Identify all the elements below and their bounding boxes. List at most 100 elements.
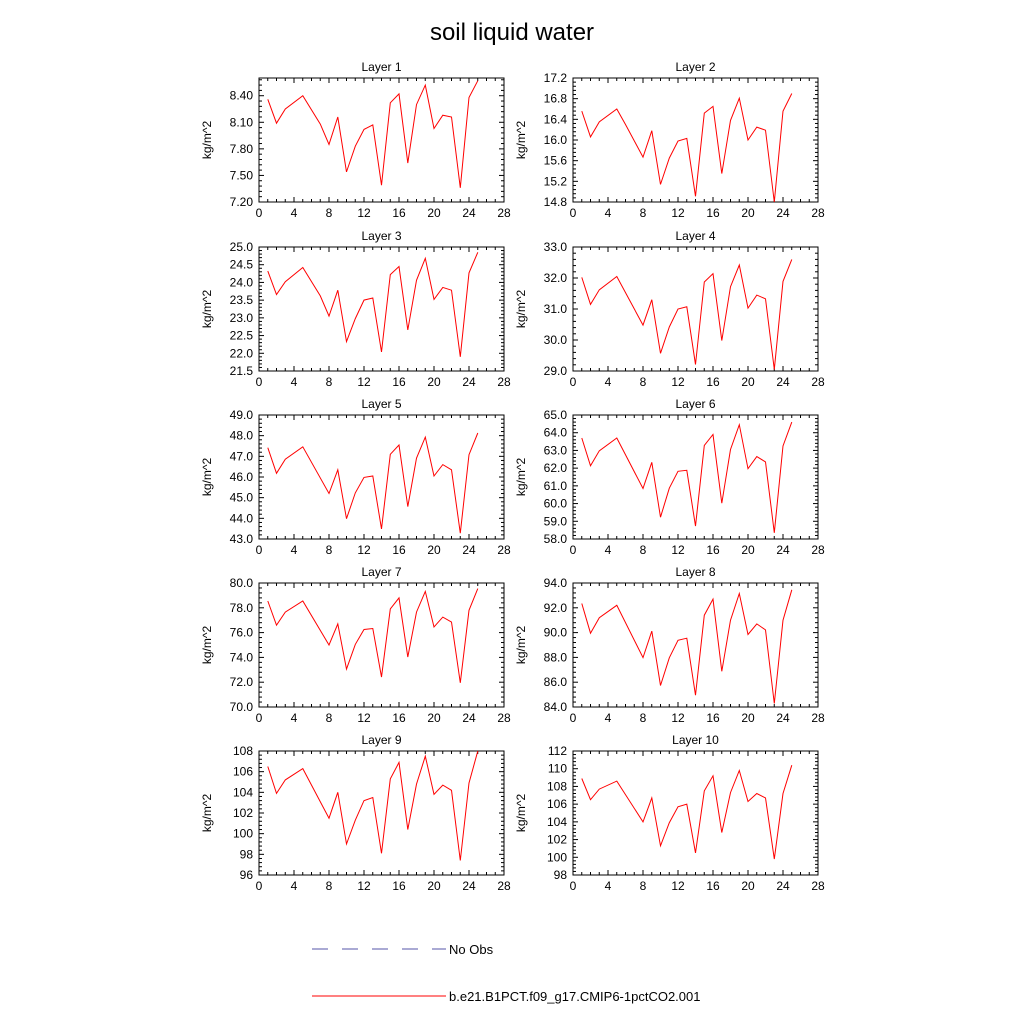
x-tick-label: 16: [706, 206, 720, 220]
panel-grid: Layer 10 4 8 12 16 20 24 287.207.507.808.108.40…: [200, 60, 825, 893]
y-tick-label: 14.8: [544, 195, 568, 209]
x-tick-label: 12: [671, 206, 685, 220]
y-tick-label: 16.4: [544, 112, 568, 126]
x-tick-label: 24: [462, 543, 476, 557]
x-tick-label: 16: [706, 879, 720, 893]
x-tick-label: 8: [326, 543, 333, 557]
y-tick-label: 94.0: [544, 576, 568, 590]
x-tick-label: 0: [256, 711, 263, 725]
x-tick-label: 24: [776, 711, 790, 725]
y-axis-label: kg/m^2: [514, 290, 528, 329]
series-line: [581, 589, 793, 704]
x-tick-label: 24: [462, 879, 476, 893]
y-tick-label: 23.0: [230, 311, 254, 325]
y-tick-label: 15.2: [544, 174, 568, 188]
y-tick-label: 23.5: [230, 293, 254, 307]
y-tick-label: 62.0: [544, 461, 568, 475]
y-tick-label: 98: [554, 868, 568, 882]
x-tick-label: 24: [776, 375, 790, 389]
y-tick-label: 49.0: [230, 408, 254, 422]
y-tick-label: 64.0: [544, 426, 568, 440]
x-tick-label: 24: [776, 879, 790, 893]
series-line: [581, 259, 793, 370]
series-line: [267, 750, 479, 861]
x-tick-label: 20: [427, 206, 441, 220]
x-tick-label: 28: [497, 711, 511, 725]
y-tick-label: 48.0: [230, 429, 254, 443]
y-tick-label: 88.0: [544, 650, 568, 664]
y-tick-label: 100: [233, 827, 253, 841]
x-tick-label: 20: [741, 879, 755, 893]
panel-layer-10: Layer 10 0 4 8 12 16 20 24 28 98 100 102 104 106 108 11…: [514, 733, 825, 893]
y-tick-label: 29.0: [544, 364, 568, 378]
x-tick-label: 4: [605, 543, 612, 557]
x-tick-label: 28: [811, 879, 825, 893]
x-tick-label: 20: [741, 543, 755, 557]
y-tick-label: 106: [233, 765, 253, 779]
x-tick-label: 28: [497, 543, 511, 557]
y-tick-label: 74.0: [230, 650, 254, 664]
y-tick-label: 25.0: [230, 240, 254, 254]
y-tick-label: 86.0: [544, 675, 568, 689]
x-tick-label: 20: [741, 206, 755, 220]
x-tick-label: 4: [291, 206, 298, 220]
legend-label: b.e21.B1PCT.f09_g17.CMIP6-1pctCO2.001: [449, 989, 700, 1004]
x-tick-label: 16: [392, 375, 406, 389]
y-axis-label: kg/m^2: [200, 290, 214, 329]
panel-layer-1: Layer 1 0 4 8 12 16 20 24 28 7.20 7.50 7.80 8.10 8.40…: [200, 60, 511, 220]
y-tick-label: 8.40: [230, 89, 254, 103]
x-tick-label: 12: [671, 375, 685, 389]
x-tick-label: 20: [427, 543, 441, 557]
x-tick-label: 20: [427, 711, 441, 725]
y-tick-label: 58.0: [544, 532, 568, 546]
y-tick-label: 43.0: [230, 532, 254, 546]
x-tick-label: 20: [427, 375, 441, 389]
y-axis-label: kg/m^2: [200, 794, 214, 833]
x-tick-label: 4: [605, 711, 612, 725]
y-tick-label: 17.2: [544, 71, 568, 85]
y-tick-label: 65.0: [544, 408, 568, 422]
y-tick-label: 32.0: [544, 271, 568, 285]
x-tick-label: 12: [671, 711, 685, 725]
x-tick-label: 0: [256, 206, 263, 220]
plot-frame: [258, 246, 505, 372]
y-tick-label: 110: [548, 762, 567, 776]
y-tick-label: 108: [233, 744, 253, 758]
panel-title: Layer 8: [675, 565, 715, 579]
x-tick-label: 8: [640, 879, 647, 893]
y-tick-label: 15.6: [544, 154, 568, 168]
y-axis-label: kg/m^2: [514, 458, 528, 497]
x-tick-label: 4: [605, 879, 612, 893]
plot-frame: [572, 414, 819, 540]
y-tick-label: 60.0: [544, 497, 568, 511]
x-tick-label: 8: [326, 375, 333, 389]
x-tick-label: 24: [462, 375, 476, 389]
y-tick-label: 45.0: [230, 491, 254, 505]
series-line: [581, 93, 793, 203]
legend: No Obs b.e21.B1PCT.f09_g17.CMIP6-1pctCO2.…: [312, 942, 700, 1004]
y-tick-label: 7.50: [230, 168, 254, 182]
x-tick-label: 20: [427, 879, 441, 893]
x-tick-label: 24: [462, 206, 476, 220]
x-tick-label: 16: [706, 711, 720, 725]
plot-frame: [258, 582, 505, 708]
y-tick-label: 104: [547, 815, 567, 829]
x-tick-label: 12: [357, 543, 371, 557]
x-tick-label: 16: [392, 206, 406, 220]
series-line: [267, 252, 479, 357]
y-tick-label: 33.0: [544, 240, 568, 254]
x-tick-label: 20: [741, 711, 755, 725]
x-tick-label: 0: [570, 879, 577, 893]
plot-frame: [572, 582, 819, 708]
x-tick-label: 8: [326, 711, 333, 725]
x-tick-label: 8: [640, 543, 647, 557]
y-tick-label: 46.0: [230, 470, 254, 484]
x-tick-label: 8: [326, 206, 333, 220]
y-tick-label: 102: [233, 806, 253, 820]
y-axis-label: kg/m^2: [200, 626, 214, 665]
y-tick-label: 96: [240, 868, 254, 882]
panel-layer-3: Layer 3 0 4 8 12 16 20 24 28 21.5 22.0 22.5 23.0 23.5…: [200, 229, 511, 389]
y-tick-label: 76.0: [230, 626, 254, 640]
series-line: [581, 765, 793, 860]
x-tick-label: 28: [811, 543, 825, 557]
